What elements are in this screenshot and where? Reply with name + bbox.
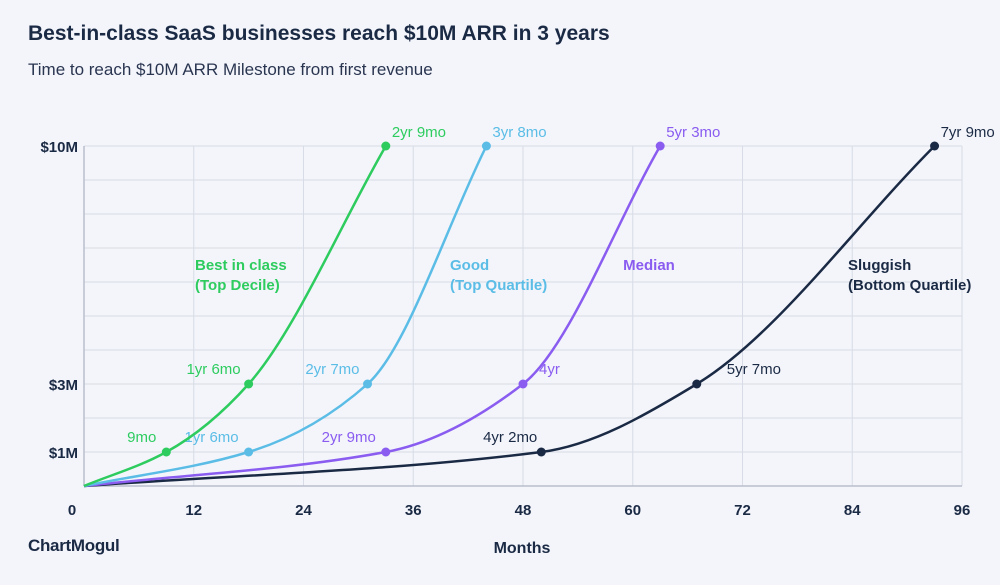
data-label: 5yr 7mo <box>727 361 781 378</box>
data-point <box>518 379 528 389</box>
x-tick-label: 72 <box>734 502 751 519</box>
series-name-label: Sluggish <box>848 257 911 274</box>
series-name-label: Good <box>450 257 489 274</box>
data-label: 3yr 8mo <box>492 124 546 141</box>
x-tick-label: 48 <box>515 502 532 519</box>
data-point <box>244 379 254 389</box>
x-axis-label: Months <box>494 540 551 557</box>
data-label: 2yr 9mo <box>392 124 446 141</box>
data-point <box>655 141 665 151</box>
x-tick-label: 84 <box>844 502 861 519</box>
series-name-label: Best in class <box>195 257 287 274</box>
data-label: 5yr 3mo <box>666 124 720 141</box>
data-point <box>161 447 171 457</box>
x-tick-label: 24 <box>295 502 312 519</box>
data-label: 2yr 7mo <box>305 361 359 378</box>
y-tick-label: $10M <box>40 139 78 156</box>
y-tick-label: $3M <box>49 377 78 394</box>
series-line <box>83 145 488 488</box>
series-line <box>83 145 387 488</box>
data-point <box>363 379 373 389</box>
data-point <box>381 141 391 151</box>
data-label: 4yr 2mo <box>483 429 537 446</box>
series-line <box>83 145 936 488</box>
data-point <box>692 379 702 389</box>
y-tick-label: $1M <box>49 445 78 462</box>
chartmogul-logo: ChartMogul <box>28 536 120 555</box>
x-tick-label: 36 <box>405 502 422 519</box>
data-label: 1yr 6mo <box>186 361 240 378</box>
series-line <box>83 145 662 488</box>
series-name-label: (Bottom Quartile) <box>848 277 971 294</box>
data-label: 9mo <box>127 429 156 446</box>
data-label: 7yr 9mo <box>941 124 995 141</box>
x-tick-label: 60 <box>624 502 641 519</box>
data-point <box>481 141 491 151</box>
series-3: 4yr 2mo 5yr 7mo 7yr 9mo Sluggish (Bottom Qua… <box>83 124 995 488</box>
data-point <box>381 447 391 457</box>
x-tick-label: 12 <box>185 502 202 519</box>
series-0: 9mo 1yr 6mo 2yr 9mo Best in class (Top Decil… <box>83 124 446 488</box>
series-name-label: Median <box>623 257 675 274</box>
data-label: 2yr 9mo <box>322 429 376 446</box>
data-point <box>930 141 940 151</box>
data-point <box>536 447 546 457</box>
x-tick-label: 96 <box>954 502 971 519</box>
data-label: 4yr <box>539 361 560 378</box>
series-name-label: (Top Decile) <box>195 277 280 294</box>
data-point <box>244 447 254 457</box>
data-label: 1yr 6mo <box>184 429 238 446</box>
series-2: 2yr 9mo 4yr 5yr 3mo Median <box>83 124 720 488</box>
chart-subtitle: Time to reach $10M ARR Milestone from fi… <box>28 60 433 79</box>
x-tick-label: 0 <box>68 502 76 519</box>
series-name-label: (Top Quartile) <box>450 277 547 294</box>
chart-title: Best-in-class SaaS businesses reach $10M… <box>28 22 610 45</box>
series-1: 1yr 6mo 2yr 7mo 3yr 8mo Good (Top Quartile) <box>83 124 547 488</box>
